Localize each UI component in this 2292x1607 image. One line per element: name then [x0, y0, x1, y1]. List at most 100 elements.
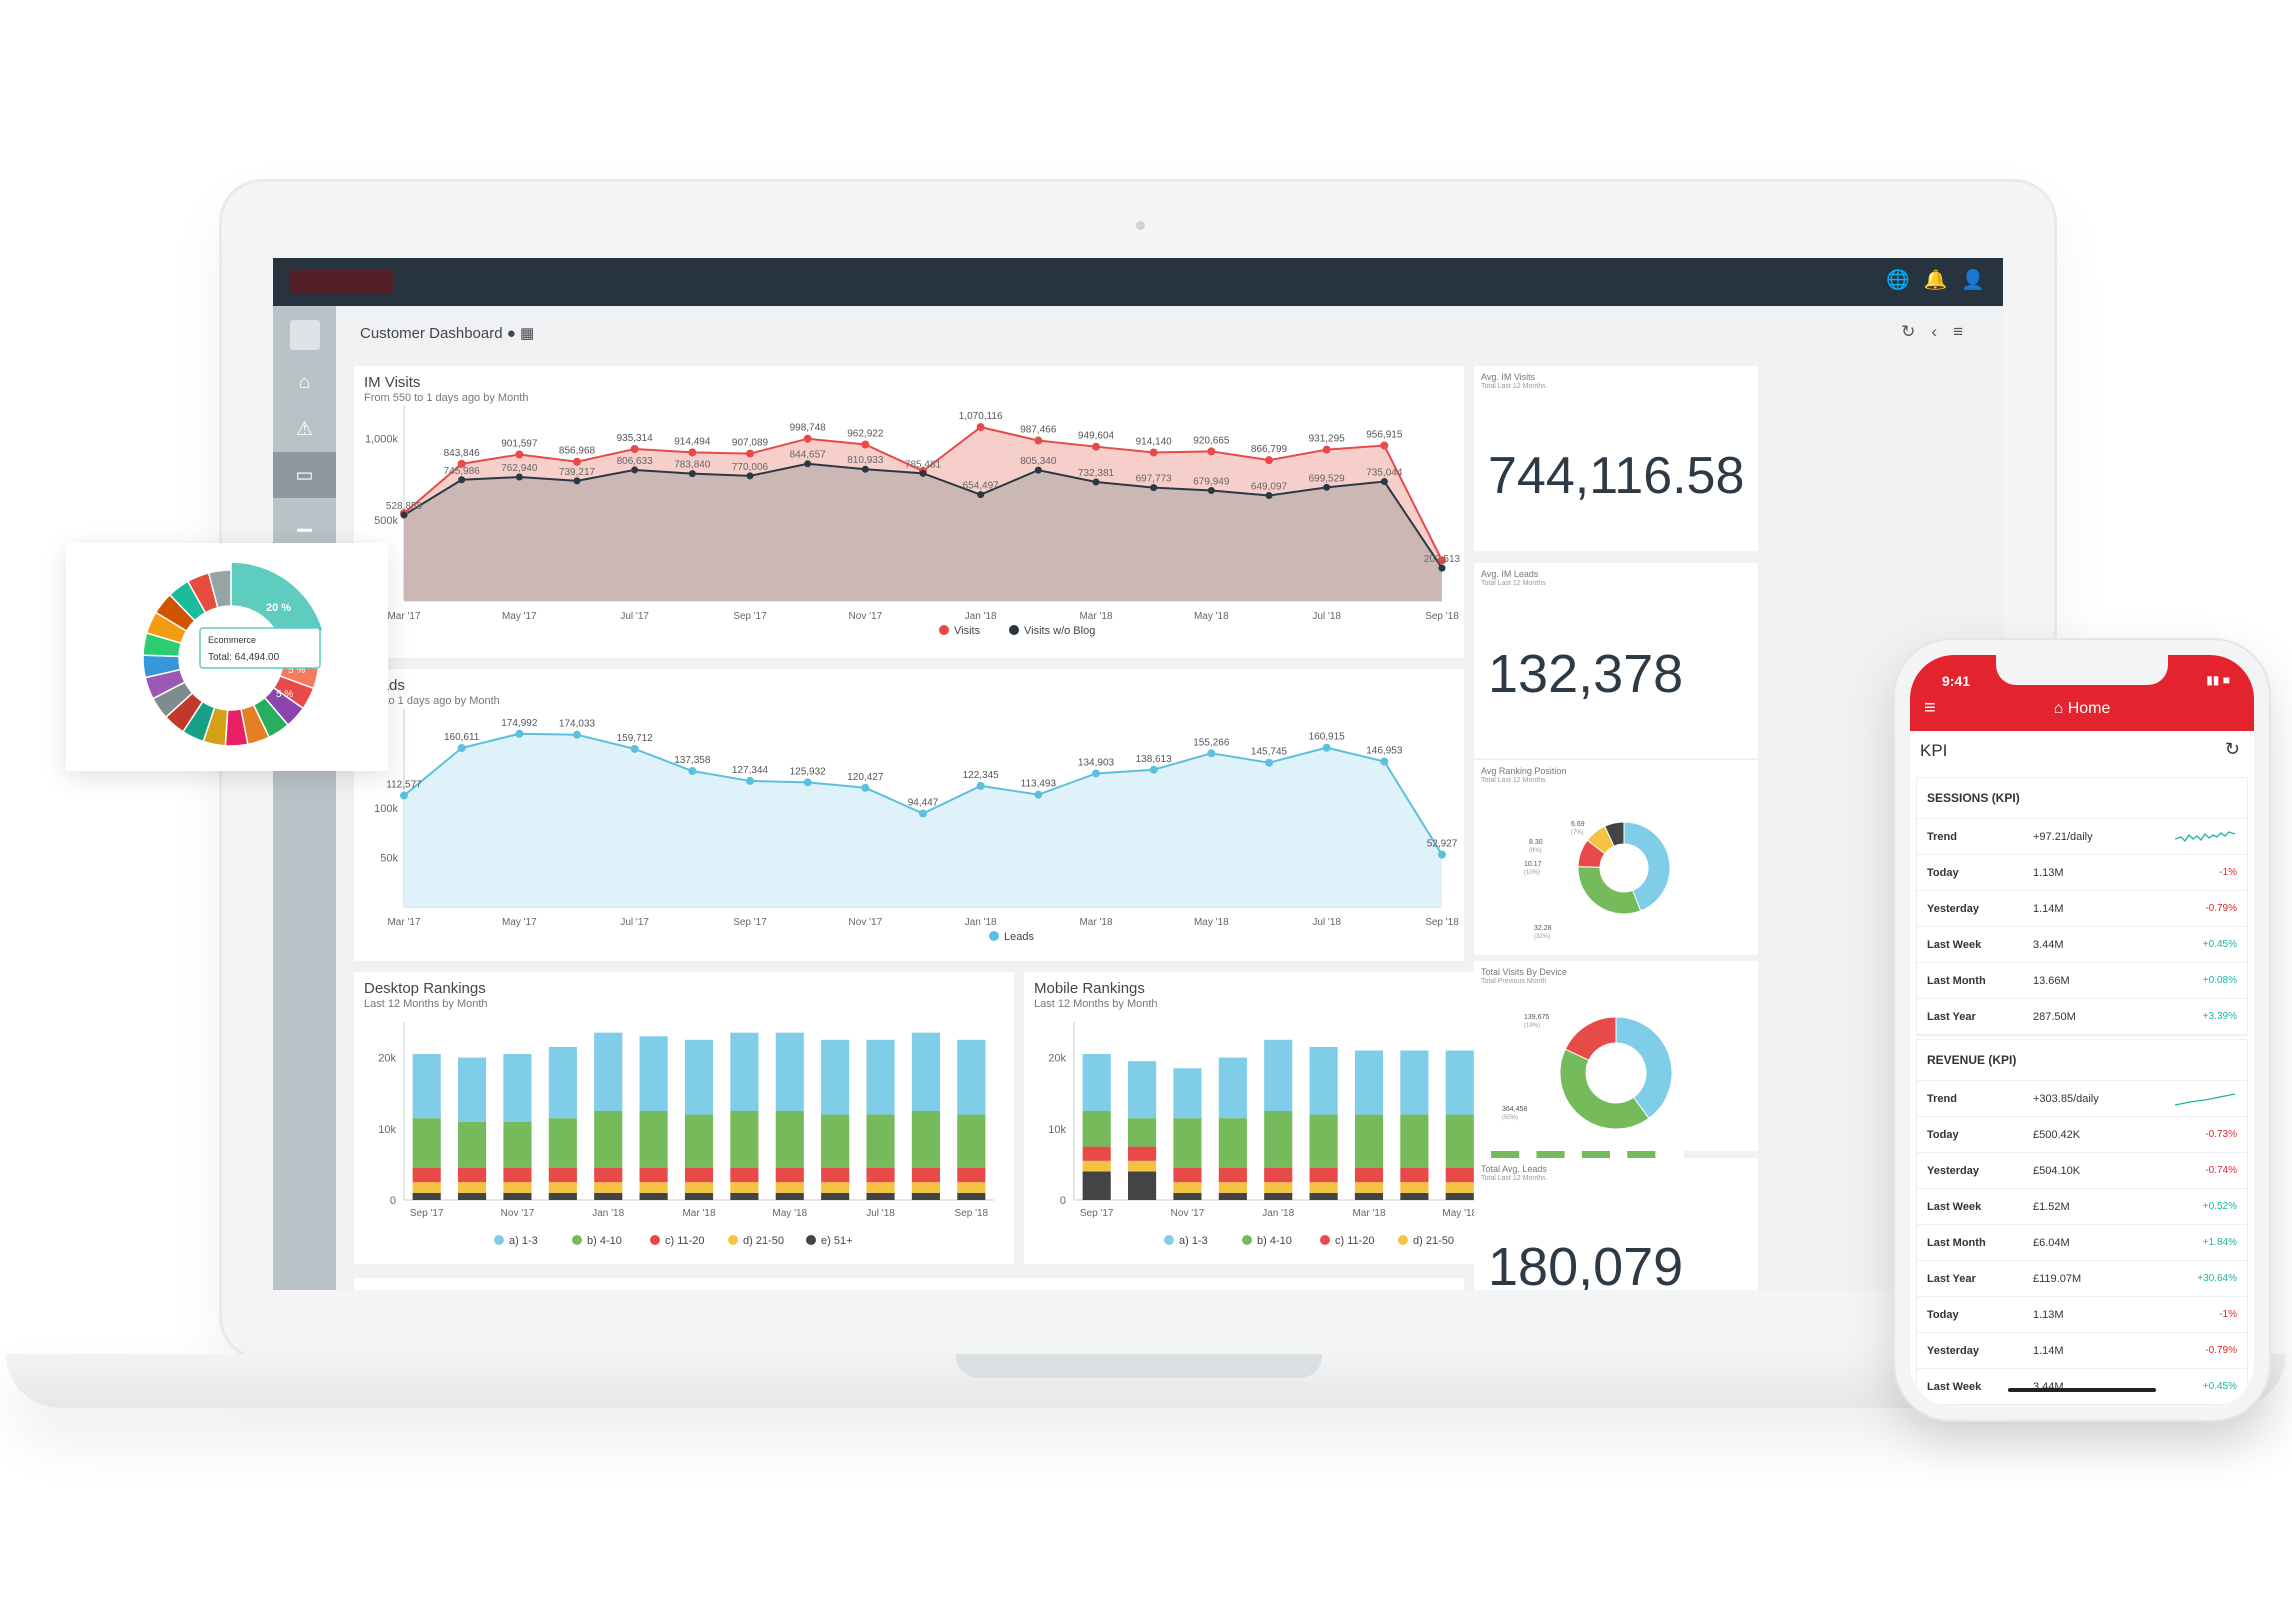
calendar-icon[interactable]: ▦: [519, 325, 535, 342]
legend-swatch: [650, 1235, 660, 1245]
leads-point: [1092, 769, 1100, 778]
leads-data-label: 155,266: [1193, 737, 1230, 748]
kpi-row-change: +3.39%: [2202, 1011, 2237, 1022]
kpi-row-value: £1.52M: [2033, 1201, 2070, 1213]
warning-icon[interactable]: ⚠: [295, 418, 314, 440]
bar-segment: [1082, 1146, 1111, 1161]
bar-segment: [1354, 1192, 1384, 1200]
kpi-value: 744,116.58: [1488, 447, 1745, 505]
x-tick-label: Mar '18: [1079, 611, 1112, 622]
bar-segment: [730, 1032, 759, 1111]
legend-label: b) 4-10: [1257, 1235, 1292, 1247]
kpi-row-label: Today: [1927, 867, 1959, 879]
device-label: 139,675: [1524, 1014, 1549, 1021]
kpi-row-change: +0.45%: [2202, 939, 2237, 950]
home-icon[interactable]: ⌂: [298, 372, 311, 393]
visits-panel: IM Visits From 550 to 1 days ago by Mont…: [354, 366, 1464, 658]
visits-data-label: 856,968: [559, 446, 596, 457]
desktop-title: Desktop Rankings: [364, 980, 486, 997]
blog-data-label: 202,513: [1424, 554, 1461, 565]
bar-segment: [1173, 1068, 1202, 1119]
sessions-rows: Trend +97.21/daily Today 1.13M -1% Yesterday 1…: [1917, 819, 2247, 1035]
kpi-row-value: £119.07M: [2033, 1273, 2082, 1285]
menu-icon[interactable]: ≡: [1924, 697, 1936, 719]
kpi-label: Total Avg. Leads: [1481, 1164, 1547, 1174]
kpi-row-value: £500.42K: [2033, 1129, 2081, 1141]
visits-point: [515, 450, 524, 459]
blog-point: [804, 460, 812, 468]
x-tick-label: Jul '18: [1312, 917, 1341, 928]
kpi-row-value: 3.44M: [2033, 939, 2064, 951]
home-indicator: [2008, 1388, 2156, 1392]
x-tick-label: Sep '18: [1425, 611, 1459, 622]
kpi-row-label: Trend: [1927, 1093, 1957, 1105]
bar-segment: [866, 1114, 895, 1168]
x-tick-label: Mar '18: [682, 1208, 715, 1219]
leads-point: [746, 776, 754, 785]
bar-segment: [1218, 1118, 1247, 1168]
kpi-value: 180,079: [1488, 1237, 1684, 1290]
visits-data-label: 931,295: [1309, 434, 1346, 445]
kpi-row-value: £504.10K: [2033, 1165, 2081, 1177]
user-add-icon[interactable]: 👤: [1961, 270, 1985, 291]
blog-point: [1207, 487, 1215, 495]
y-tick-label: 500k: [374, 515, 398, 527]
globe-icon[interactable]: 🌐: [1885, 270, 1910, 291]
kpi-label: Avg Ranking Position: [1481, 766, 1567, 776]
kpi-row-change: -0.73%: [2205, 1129, 2237, 1140]
refresh-icon[interactable]: ↻: [1901, 322, 1916, 341]
bar-segment: [730, 1111, 759, 1168]
kpi-row: Today 1.13M -1%: [1917, 1297, 2247, 1333]
kpi-row-change: +0.08%: [2202, 975, 2237, 986]
bar-segment: [911, 1167, 940, 1183]
bar-segment: [1128, 1118, 1157, 1147]
phone-title[interactable]: ⌂ Home: [2053, 700, 2111, 717]
pie-slice: [207, 569, 232, 609]
brand-logo[interactable]: [289, 270, 393, 294]
leads-data-label: 137,358: [674, 755, 711, 766]
bar-segment: [1082, 1160, 1111, 1172]
leads-data-label: 112,577: [386, 780, 422, 791]
trend-sparkline: [2175, 831, 2235, 843]
leads-subtitle: 550 to 1 days ago by Month: [364, 695, 500, 707]
leads-point: [1149, 765, 1158, 774]
laptop-notch: [956, 1354, 1322, 1378]
bar-segment: [911, 1032, 940, 1111]
legend-swatch: [728, 1235, 738, 1245]
legend-swatch: [1398, 1235, 1408, 1245]
bar-segment: [1309, 1114, 1338, 1168]
blog-data-label: 783,840: [674, 460, 711, 471]
bar-segment: [684, 1167, 714, 1183]
bar-segment: [412, 1182, 441, 1193]
x-tick-label: May '18: [1194, 611, 1229, 622]
bar-segment: [1264, 1192, 1293, 1200]
x-tick-label: Jan '18: [592, 1208, 624, 1219]
kpi-row-label: Last Week: [1927, 939, 1982, 951]
monitor-icon[interactable]: ▭: [273, 452, 336, 498]
desktop-rankings-panel: Desktop Rankings Last 12 Months by Month…: [354, 972, 1014, 1264]
settings-icon[interactable]: ≡: [1953, 322, 1963, 341]
visits-point: [1149, 448, 1158, 457]
leads-point: [1322, 743, 1331, 752]
share-icon[interactable]: ‹: [1931, 322, 1938, 341]
visits-data-label: 920,665: [1193, 435, 1230, 446]
bar-segment: [458, 1057, 487, 1122]
sidebar-logo[interactable]: [289, 320, 320, 350]
bar-segment: [458, 1192, 487, 1200]
bar-segment: [1264, 1167, 1293, 1183]
refresh-icon[interactable]: ↻: [2224, 739, 2240, 759]
bar-segment: [503, 1192, 532, 1200]
leads-point: [919, 809, 927, 818]
globe-icon[interactable]: ●: [506, 325, 516, 342]
kpi-row-label: Today: [1927, 1129, 1959, 1141]
legend-visits-swatch: [939, 625, 949, 635]
visits-point: [976, 423, 985, 432]
sessions-heading: SESSIONS (KPI): [1917, 778, 2247, 819]
bar-segment: [911, 1192, 940, 1200]
leads-data-label: 113,493: [1021, 779, 1057, 790]
y-tick-label: 20k: [1048, 1053, 1066, 1065]
kpi-row-label: Yesterday: [1927, 1345, 1979, 1357]
bar-segment: [548, 1167, 577, 1183]
bell-icon[interactable]: 🔔: [1923, 270, 1948, 291]
chart-icon[interactable]: ▁: [297, 510, 312, 532]
